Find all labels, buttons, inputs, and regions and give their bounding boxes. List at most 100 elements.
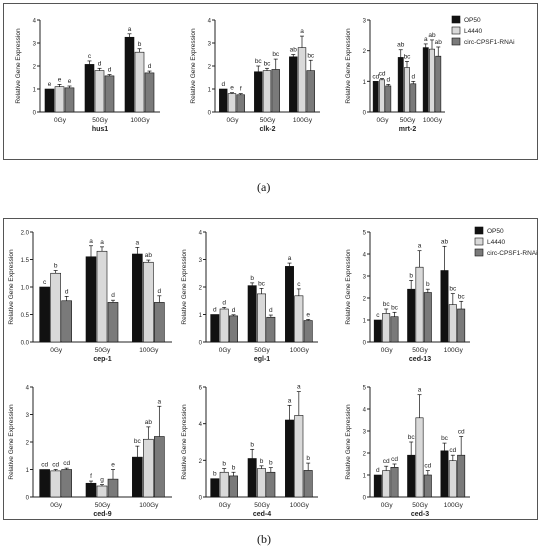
x-tick-label-4-2: 100Gy (290, 347, 310, 354)
x-tick-label-3-2: 100Gy (139, 347, 159, 354)
y-axis-label-5: Relative Gene Expression (345, 249, 352, 325)
bar-2-1-2 (410, 83, 417, 113)
significance-letter-4-1-0: b (250, 275, 254, 282)
significance-letter-2-2-1: ab (428, 32, 436, 39)
bar-0-2-0 (124, 36, 135, 113)
bar-5-1-2 (423, 292, 432, 343)
significance-letter-4-2-0: a (288, 255, 292, 262)
bar-0-1-1 (94, 70, 105, 113)
significance-letter-1-2-2: bc (307, 52, 315, 59)
significance-letter-4-0-0: d (213, 307, 217, 314)
y-tick-label-0-0: 0 (33, 111, 37, 117)
gene-title-3: cep-1 (93, 356, 111, 363)
significance-letter-0-1-0: c (88, 53, 92, 60)
bar-1-0-1 (227, 93, 237, 113)
legend-a-label-1: L4440 (464, 28, 482, 35)
bar-8-0-1 (382, 470, 391, 498)
bar-3-0-1 (50, 272, 61, 343)
bar-0-2-2 (144, 72, 155, 113)
panel-label-a: (a) (257, 180, 271, 194)
bar-3-1-0 (85, 256, 97, 343)
y-axis-label-2: Relative Gene Expression (345, 28, 352, 104)
significance-letter-2-0-1: cd (379, 71, 386, 78)
bar-5-2-0 (440, 270, 449, 343)
gene-title-6: ced-9 (93, 511, 111, 518)
bar-4-2-2 (303, 320, 313, 343)
significance-letter-3-0-0: c (43, 279, 47, 286)
bar-5-0-2 (390, 316, 399, 343)
bar-4-1-2 (266, 316, 276, 343)
gene-title-8: ced-3 (411, 511, 429, 518)
bar-0-0-0 (44, 88, 55, 113)
y-tick-label-2-2: 2 (363, 49, 367, 55)
bar-5-2-1 (448, 304, 457, 343)
x-tick-label-8-0: 0Gy (381, 502, 394, 509)
bar-0-0-1 (54, 86, 65, 113)
bar-7-2-2 (303, 470, 313, 498)
x-tick-label-2-0: 0Gy (377, 117, 390, 124)
y-tick-label-5-5: 5 (363, 231, 367, 237)
legend-a-swatch-2 (451, 37, 461, 46)
bar-3-0-0 (39, 286, 50, 343)
significance-letter-6-1-0: f (90, 473, 92, 480)
bar-1-1-2 (271, 69, 280, 113)
legend-b-label-1: L4440 (487, 239, 505, 246)
bar-6-1-0 (85, 482, 97, 498)
bar-2-0-2 (385, 85, 392, 113)
bar-8-1-2 (423, 474, 432, 498)
significance-letter-3-1-1: a (100, 239, 104, 246)
bar-4-1-1 (257, 293, 266, 343)
significance-letter-2-2-0: a (424, 36, 428, 43)
bar-1-2-2 (306, 70, 315, 113)
legend-b-swatch-2 (474, 248, 484, 257)
bar-8-0-0 (373, 474, 382, 498)
significance-letter-4-0-2: d (232, 307, 236, 314)
legend-a-swatch-0 (451, 15, 461, 24)
significance-letter-0-1-1: d (98, 60, 102, 67)
bar-8-1-1 (415, 417, 424, 498)
legend-b-label-0: OP50 (487, 228, 504, 235)
bar-1-0-2 (236, 94, 245, 113)
y-axis-label-8: Relative Gene Expression (345, 404, 352, 480)
x-tick-label-3-1: 50Gy (95, 347, 111, 354)
significance-letter-5-0-2: bc (391, 304, 399, 311)
bar-7-0-2 (229, 475, 238, 498)
significance-letter-8-0-2: cd (391, 456, 398, 463)
significance-letter-0-2-0: a (128, 26, 132, 33)
bar-2-1-0 (397, 57, 404, 113)
legend-a-swatch-1 (451, 26, 461, 35)
bar-7-1-0 (247, 458, 257, 498)
y-axis-label-0: Relative Gene Expression (15, 28, 22, 104)
significance-letter-1-1-2: bc (272, 51, 280, 58)
gene-title-5: ced-13 (409, 356, 431, 363)
legend-b-swatch-1 (474, 237, 484, 246)
significance-letter-5-2-0: ab (441, 238, 449, 245)
y-tick-label-4-2: 2 (199, 286, 203, 292)
gene-title-0: hus1 (92, 126, 108, 133)
significance-letter-6-2-1: ab (145, 419, 153, 426)
bar-5-2-2 (457, 308, 466, 343)
x-tick-label-0-2: 100Gy (130, 117, 150, 124)
bar-5-1-1 (415, 266, 424, 343)
y-tick-label-5-4: 4 (363, 253, 367, 259)
bar-8-1-0 (407, 454, 416, 498)
bar-7-0-1 (219, 471, 229, 498)
gene-title-7: ced-4 (253, 511, 271, 518)
x-tick-label-3-0: 0Gy (50, 347, 63, 354)
x-tick-label-1-1: 50Gy (260, 117, 276, 124)
x-tick-label-7-0: 0Gy (219, 502, 232, 509)
bar-6-0-0 (39, 469, 50, 498)
significance-letter-6-1-2: e (111, 462, 115, 469)
y-axis-label-6: Relative Gene Expression (8, 404, 15, 480)
significance-letter-7-2-1: a (297, 384, 301, 391)
significance-letter-8-1-1: a (418, 387, 422, 394)
y-tick-label-8-5: 5 (363, 386, 367, 392)
y-tick-label-8-4: 4 (363, 408, 367, 414)
y-tick-label-6-1: 1 (26, 468, 30, 474)
panel-label-b: (b) (257, 532, 271, 546)
x-tick-label-8-1: 50Gy (412, 502, 428, 509)
significance-letter-4-0-1: d (222, 299, 226, 306)
bar-2-0-1 (379, 79, 385, 113)
bar-0-1-0 (84, 64, 95, 113)
bar-4-0-2 (229, 315, 238, 343)
